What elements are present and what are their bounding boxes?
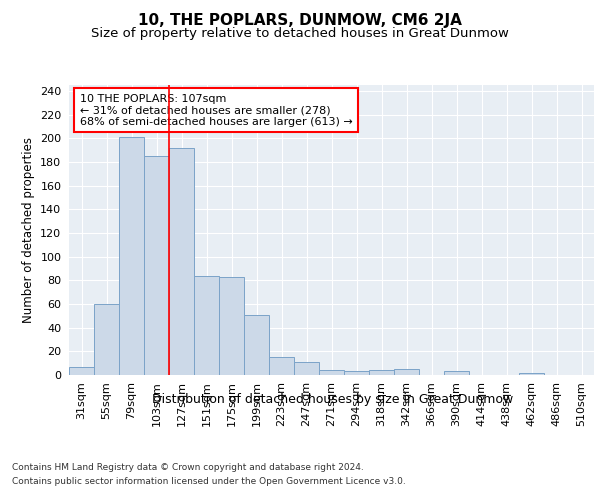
Bar	[194, 276, 219, 375]
Text: Contains public sector information licensed under the Open Government Licence v3: Contains public sector information licen…	[12, 478, 406, 486]
Bar	[444, 372, 469, 375]
Bar	[119, 137, 144, 375]
Bar	[244, 314, 269, 375]
Bar	[519, 372, 544, 375]
Bar	[344, 372, 369, 375]
Bar	[369, 370, 394, 375]
Text: 10, THE POPLARS, DUNMOW, CM6 2JA: 10, THE POPLARS, DUNMOW, CM6 2JA	[138, 12, 462, 28]
Bar	[169, 148, 194, 375]
Bar	[294, 362, 319, 375]
Bar	[394, 369, 419, 375]
Text: 10 THE POPLARS: 107sqm
← 31% of detached houses are smaller (278)
68% of semi-de: 10 THE POPLARS: 107sqm ← 31% of detached…	[79, 94, 352, 127]
Text: Contains HM Land Registry data © Crown copyright and database right 2024.: Contains HM Land Registry data © Crown c…	[12, 462, 364, 471]
Bar	[144, 156, 169, 375]
Bar	[269, 357, 294, 375]
Y-axis label: Number of detached properties: Number of detached properties	[22, 137, 35, 323]
Bar	[69, 366, 94, 375]
Text: Size of property relative to detached houses in Great Dunmow: Size of property relative to detached ho…	[91, 28, 509, 40]
Bar	[219, 277, 244, 375]
Text: Distribution of detached houses by size in Great Dunmow: Distribution of detached houses by size …	[152, 392, 514, 406]
Bar	[319, 370, 344, 375]
Bar	[94, 304, 119, 375]
